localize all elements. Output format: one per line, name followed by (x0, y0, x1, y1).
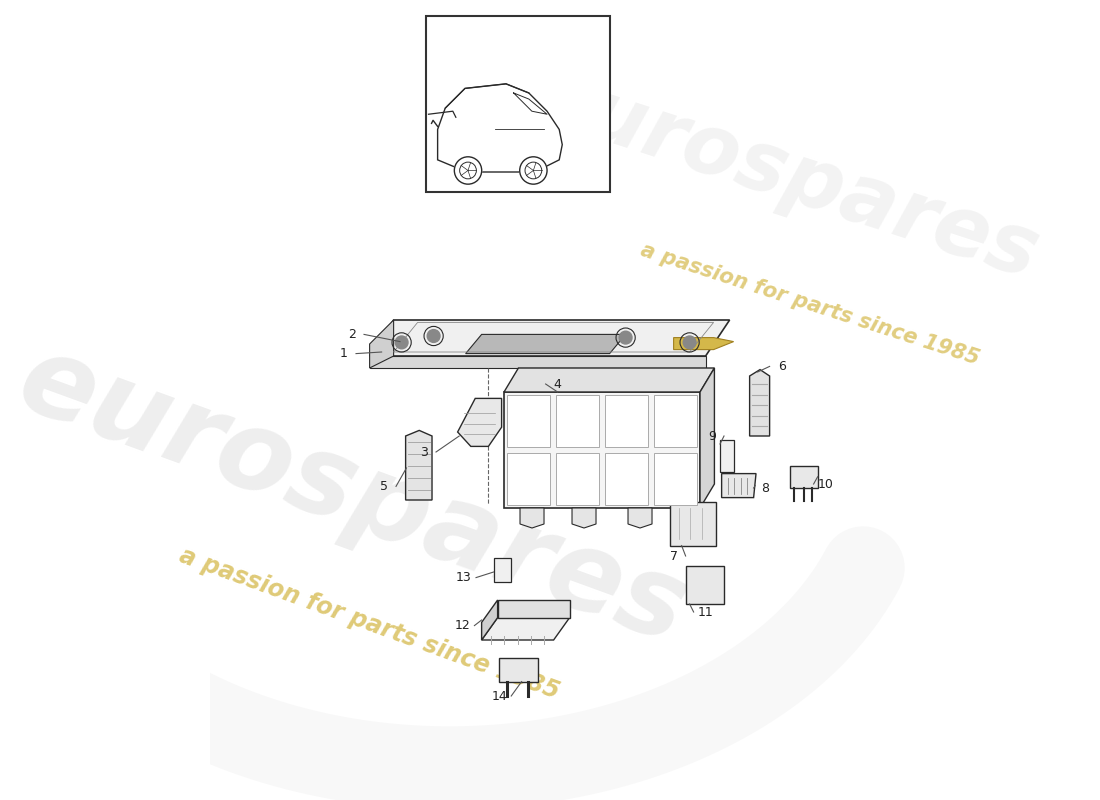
Text: 3: 3 (420, 446, 428, 458)
Polygon shape (628, 508, 652, 528)
Polygon shape (406, 430, 432, 500)
Bar (507, 453, 550, 505)
Bar (507, 395, 550, 446)
Polygon shape (749, 370, 770, 436)
Bar (654, 395, 696, 446)
Text: 11: 11 (697, 606, 714, 618)
Polygon shape (482, 618, 570, 640)
Polygon shape (497, 600, 570, 618)
Bar (504, 392, 700, 508)
Text: 8: 8 (761, 482, 770, 494)
Bar (654, 453, 696, 505)
Bar (557, 453, 598, 505)
Bar (720, 440, 735, 472)
Bar (426, 16, 609, 192)
Polygon shape (520, 508, 544, 528)
Circle shape (395, 336, 408, 349)
Bar (605, 453, 648, 505)
Bar (605, 395, 648, 446)
Polygon shape (370, 320, 729, 356)
Polygon shape (458, 398, 502, 446)
Polygon shape (722, 474, 756, 498)
Text: 10: 10 (817, 478, 834, 490)
Circle shape (427, 330, 440, 342)
Text: eurospares: eurospares (522, 56, 1048, 296)
Text: 13: 13 (456, 571, 472, 584)
Text: 14: 14 (492, 690, 507, 702)
Circle shape (619, 331, 632, 344)
Text: 9: 9 (708, 430, 716, 442)
Polygon shape (673, 338, 734, 350)
Text: 5: 5 (379, 480, 388, 493)
Bar (499, 658, 538, 682)
Polygon shape (482, 600, 497, 640)
Bar (670, 502, 716, 546)
Text: 6: 6 (778, 360, 785, 373)
Text: 2: 2 (348, 328, 356, 341)
Bar (685, 566, 724, 604)
Bar (494, 558, 512, 582)
Polygon shape (700, 368, 714, 508)
Text: 7: 7 (670, 550, 678, 562)
Circle shape (519, 157, 547, 184)
Bar (790, 466, 817, 488)
Polygon shape (370, 356, 705, 368)
Polygon shape (438, 84, 562, 172)
Polygon shape (465, 334, 626, 354)
Polygon shape (672, 508, 696, 528)
Text: 12: 12 (454, 619, 471, 632)
Circle shape (683, 336, 696, 349)
Text: eurospares: eurospares (6, 326, 702, 666)
Text: 1: 1 (340, 347, 348, 360)
Polygon shape (370, 320, 394, 368)
Bar (557, 395, 598, 446)
Text: 4: 4 (553, 378, 562, 390)
Polygon shape (504, 368, 714, 392)
Circle shape (454, 157, 482, 184)
Text: a passion for parts since 1985: a passion for parts since 1985 (176, 544, 563, 704)
Polygon shape (572, 508, 596, 528)
Text: a passion for parts since 1985: a passion for parts since 1985 (638, 240, 981, 368)
